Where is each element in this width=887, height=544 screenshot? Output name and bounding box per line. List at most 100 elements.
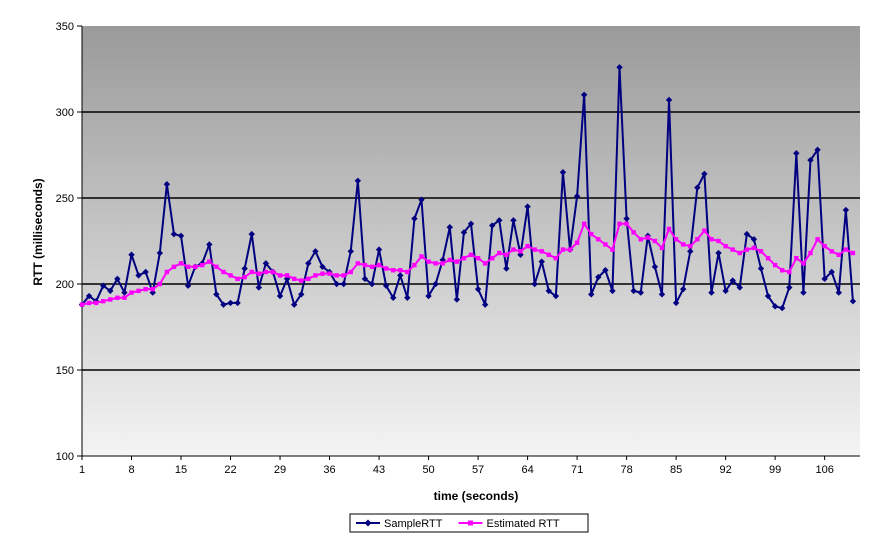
y-tick-label: 350 [56, 21, 74, 33]
x-tick-label: 64 [521, 464, 533, 476]
x-tick-label: 106 [815, 464, 833, 476]
data-point-samplertt [404, 294, 411, 301]
data-point-samplertt [658, 291, 666, 298]
data-point-samplertt [276, 292, 284, 300]
data-point-estimated-rtt [192, 264, 198, 269]
x-tick-label: 29 [274, 464, 286, 476]
x-tick-label: 36 [323, 464, 335, 476]
data-point-estimated-rtt [716, 238, 721, 244]
data-point-samplertt [474, 285, 482, 293]
data-point-estimated-rtt [581, 221, 587, 226]
data-point-samplertt [623, 215, 630, 222]
data-point-estimated-rtt [256, 271, 262, 276]
data-point-samplertt [722, 287, 729, 295]
data-point-samplertt [241, 265, 248, 272]
data-point-estimated-rtt [539, 249, 544, 254]
data-point-samplertt [736, 284, 743, 291]
data-point-estimated-rtt [433, 261, 438, 266]
data-point-samplertt [489, 222, 496, 229]
data-point-samplertt [637, 289, 644, 296]
data-point-samplertt [503, 265, 510, 272]
data-point-estimated-rtt [93, 300, 99, 306]
data-point-estimated-rtt [468, 252, 474, 257]
data-point-samplertt [397, 272, 404, 279]
data-point-estimated-rtt [758, 249, 764, 254]
data-point-samplertt [665, 96, 673, 104]
data-point-samplertt [580, 91, 588, 98]
data-point-samplertt [305, 260, 312, 267]
x-tick-label: 50 [422, 464, 434, 476]
x-tick-label: 85 [670, 464, 682, 476]
data-point-estimated-rtt [348, 269, 353, 275]
data-point-samplertt [750, 236, 758, 243]
data-point-estimated-rtt [610, 247, 615, 252]
data-point-samplertt [213, 291, 220, 298]
data-point-samplertt [545, 287, 552, 295]
x-tick-label: 1 [79, 464, 85, 476]
data-point-samplertt [333, 280, 340, 288]
data-point-samplertt [85, 292, 93, 300]
data-point-estimated-rtt [164, 269, 170, 275]
x-tick-label: 15 [175, 464, 187, 476]
data-point-estimated-rtt [780, 268, 785, 273]
data-point-samplertt [128, 251, 135, 258]
data-point-samplertt [531, 280, 538, 288]
data-point-samplertt [156, 249, 163, 257]
data-point-estimated-rtt [680, 242, 686, 247]
data-point-estimated-rtt [143, 286, 148, 292]
data-point-samplertt [100, 282, 107, 289]
data-point-estimated-rtt [695, 237, 700, 242]
data-point-samplertt [170, 230, 178, 238]
data-point-estimated-rtt [574, 240, 580, 245]
data-point-estimated-rtt [79, 302, 85, 307]
data-point-samplertt [135, 272, 142, 279]
data-point-estimated-rtt [808, 250, 813, 256]
plot-area [82, 26, 860, 456]
data-point-samplertt [382, 282, 390, 289]
data-point-samplertt [573, 193, 581, 200]
data-point-estimated-rtt [638, 237, 643, 242]
data-point-samplertt [595, 273, 602, 281]
y-tick-label: 300 [56, 107, 74, 119]
x-tick-label: 22 [224, 464, 236, 476]
y-tick-label: 250 [56, 193, 74, 205]
data-point-estimated-rtt [482, 261, 488, 266]
data-point-estimated-rtt [391, 268, 396, 273]
legend-label-samplertt: SampleRTT [384, 518, 443, 530]
data-point-estimated-rtt [666, 226, 672, 232]
data-point-estimated-rtt [115, 295, 120, 300]
data-point-samplertt [121, 289, 128, 296]
data-point-samplertt [227, 299, 234, 307]
data-point-samplertt [142, 268, 149, 276]
data-point-samplertt [262, 260, 270, 267]
data-point-estimated-rtt [398, 268, 403, 273]
data-point-estimated-rtt [461, 256, 467, 261]
data-point-samplertt [651, 263, 659, 270]
data-point-samplertt [588, 291, 595, 298]
data-point-samplertt [206, 241, 213, 248]
data-point-estimated-rtt [122, 295, 127, 300]
data-point-estimated-rtt [673, 237, 679, 242]
data-point-estimated-rtt [772, 262, 778, 268]
data-point-estimated-rtt [546, 252, 551, 257]
data-point-estimated-rtt [560, 247, 566, 252]
data-point-samplertt [757, 265, 765, 272]
data-point-estimated-rtt [518, 249, 523, 254]
data-point-samplertt [425, 292, 432, 300]
data-point-samplertt [446, 224, 453, 231]
data-point-estimated-rtt [553, 256, 559, 261]
data-point-samplertt [764, 292, 772, 300]
data-point-estimated-rtt [624, 221, 629, 226]
data-point-estimated-rtt [645, 235, 651, 240]
data-point-estimated-rtt [822, 243, 827, 249]
data-point-estimated-rtt [101, 299, 106, 304]
x-tick-label: 57 [472, 464, 484, 476]
data-point-samplertt [694, 184, 701, 191]
data-point-samplertt [701, 170, 708, 178]
x-tick-label: 92 [719, 464, 731, 476]
data-point-estimated-rtt [454, 259, 460, 264]
data-point-samplertt [432, 280, 439, 288]
data-point-estimated-rtt [829, 249, 834, 254]
data-point-estimated-rtt [171, 264, 177, 269]
